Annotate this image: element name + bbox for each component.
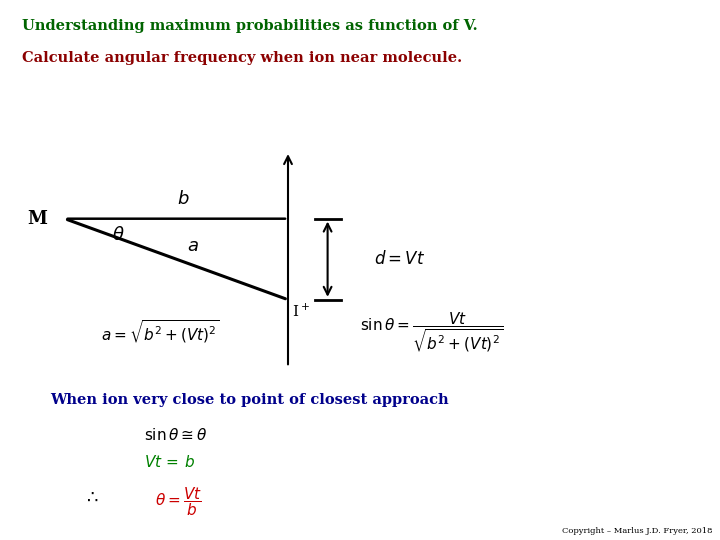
- Text: $d = Vt$: $d = Vt$: [374, 250, 426, 268]
- Text: $a = \sqrt{b^2 + (Vt)^2}$: $a = \sqrt{b^2 + (Vt)^2}$: [101, 319, 220, 346]
- Text: $\sin\theta \cong \theta$: $\sin\theta \cong \theta$: [144, 427, 207, 443]
- Text: M: M: [27, 210, 47, 228]
- Text: I$^+$: I$^+$: [292, 302, 310, 320]
- Text: $\sin\theta = \dfrac{Vt}{\sqrt{b^2 + (Vt)^2}}$: $\sin\theta = \dfrac{Vt}{\sqrt{b^2 + (Vt…: [360, 310, 503, 354]
- Text: $\theta$: $\theta$: [112, 226, 125, 244]
- Text: When ion very close to point of closest approach: When ion very close to point of closest …: [50, 393, 449, 407]
- Text: Understanding maximum probabilities as function of V.: Understanding maximum probabilities as f…: [22, 19, 477, 33]
- Text: Calculate angular frequency when ion near molecule.: Calculate angular frequency when ion nea…: [22, 51, 462, 65]
- Text: Copyright – Marlus J.D. Fryer, 2018: Copyright – Marlus J.D. Fryer, 2018: [562, 526, 713, 535]
- Text: $b$: $b$: [177, 190, 190, 208]
- Text: $a$: $a$: [187, 237, 199, 255]
- Text: $Vt\, =\, b$: $Vt\, =\, b$: [144, 454, 195, 470]
- Text: $\theta = \dfrac{Vt}{b}$: $\theta = \dfrac{Vt}{b}$: [155, 485, 202, 517]
- Text: $\therefore$: $\therefore$: [83, 488, 99, 506]
